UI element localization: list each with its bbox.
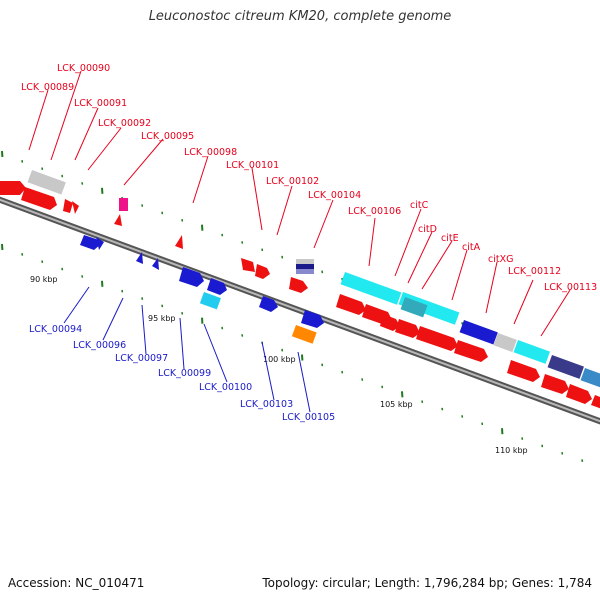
- gene-feature: [395, 319, 420, 338]
- gene-feature: [493, 333, 517, 353]
- gene-feature: [296, 269, 314, 274]
- gene-feature: [119, 198, 128, 211]
- tick-marks-inner: [1, 243, 584, 462]
- gene-feature: [21, 187, 57, 210]
- gene-feature: [541, 374, 569, 394]
- gene-label: LCK_00089: [21, 82, 74, 93]
- accession-text: Accession: NC_010471: [8, 576, 145, 590]
- gene-feature: [114, 214, 122, 226]
- gene-feature: [454, 340, 488, 362]
- gene-feature: [416, 326, 458, 351]
- gene-feature: [400, 297, 428, 318]
- gene-label: citC: [410, 200, 429, 211]
- gene-feature: [136, 252, 143, 264]
- gene-label: LCK_00090: [57, 63, 110, 74]
- gene-feature: [175, 235, 183, 249]
- map-title: Leuconostoc citreum KM20, complete genom…: [148, 9, 452, 24]
- gene-label: LCK_00101: [226, 160, 279, 171]
- gene-feature: [591, 395, 600, 409]
- gene-label: LCK_00106: [348, 206, 401, 217]
- scale-label-100: 100 kbp: [263, 355, 296, 364]
- forward-gene-labels: LCK_00090 LCK_00089 LCK_00091 LCK_00092 …: [21, 63, 597, 293]
- gene-label: LCK_00103: [240, 399, 293, 410]
- gene-feature: [27, 170, 66, 195]
- gene-feature: [207, 278, 227, 295]
- gene-feature: [63, 199, 73, 213]
- gene-label: LCK_00097: [115, 353, 168, 364]
- genome-stats-text: Topology: circular; Length: 1,796,284 bp…: [262, 576, 592, 590]
- gene-feature: [291, 325, 317, 344]
- gene-label: LCK_00094: [29, 324, 82, 335]
- gene-feature: [301, 310, 324, 328]
- gene-feature: [380, 314, 400, 331]
- gene-feature: [289, 277, 308, 293]
- gene-label: LCK_00096: [73, 340, 126, 351]
- gene-feature: [459, 320, 498, 345]
- gene-feature: [241, 258, 255, 272]
- gene-label: LCK_00112: [508, 266, 561, 277]
- gene-label: citD: [418, 224, 437, 235]
- gene-label: citE: [441, 233, 459, 244]
- reverse-features: [80, 235, 324, 344]
- gene-feature: [296, 259, 314, 264]
- gene-feature: [566, 384, 592, 404]
- reverse-gene-labels: LCK_00094 LCK_00096 LCK_00097 LCK_00099 …: [29, 324, 335, 423]
- gene-feature: [580, 368, 600, 391]
- gene-feature: [72, 201, 79, 214]
- gene-feature: [179, 267, 204, 287]
- gene-label: LCK_00105: [282, 412, 335, 423]
- gene-feature: [340, 272, 402, 305]
- gene-label: citXG: [488, 254, 513, 265]
- gene-label: LCK_00091: [74, 98, 127, 109]
- forward-features: [0, 170, 600, 409]
- gene-label: LCK_00098: [184, 147, 237, 158]
- gene-feature: [259, 296, 278, 312]
- gene-feature: [398, 292, 460, 325]
- gene-label: LCK_00099: [158, 368, 211, 379]
- reverse-leaders: [63, 286, 311, 413]
- gene-label: LCK_00100: [199, 382, 252, 393]
- scale-label-90: 90 kbp: [30, 275, 58, 284]
- gene-feature: [296, 264, 314, 269]
- gene-label: citA: [462, 242, 481, 253]
- gene-label: LCK_00095: [141, 131, 194, 142]
- gene-label: LCK_00104: [308, 190, 361, 201]
- gene-feature: [96, 237, 104, 250]
- gene-feature: [336, 294, 366, 315]
- gene-feature: [255, 264, 270, 279]
- scale-label-110: 110 kbp: [495, 446, 528, 455]
- gene-label: LCK_00092: [98, 118, 151, 129]
- gene-feature: [0, 181, 26, 195]
- gene-feature: [507, 360, 540, 382]
- scale-label-105: 105 kbp: [380, 400, 413, 409]
- scale-label-95: 95 kbp: [148, 314, 176, 323]
- gene-feature: [513, 340, 550, 364]
- genome-backbone: [0, 196, 600, 425]
- gene-label: LCK_00113: [544, 282, 597, 293]
- gene-feature: [152, 258, 159, 270]
- scale-labels: 90 kbp 95 kbp 100 kbp 105 kbp 110 kbp: [30, 275, 528, 455]
- gene-feature: [547, 355, 584, 379]
- gene-feature: [199, 292, 221, 310]
- forward-leaders: [28, 70, 571, 337]
- gene-label: LCK_00102: [266, 176, 319, 187]
- gene-feature: [80, 235, 101, 250]
